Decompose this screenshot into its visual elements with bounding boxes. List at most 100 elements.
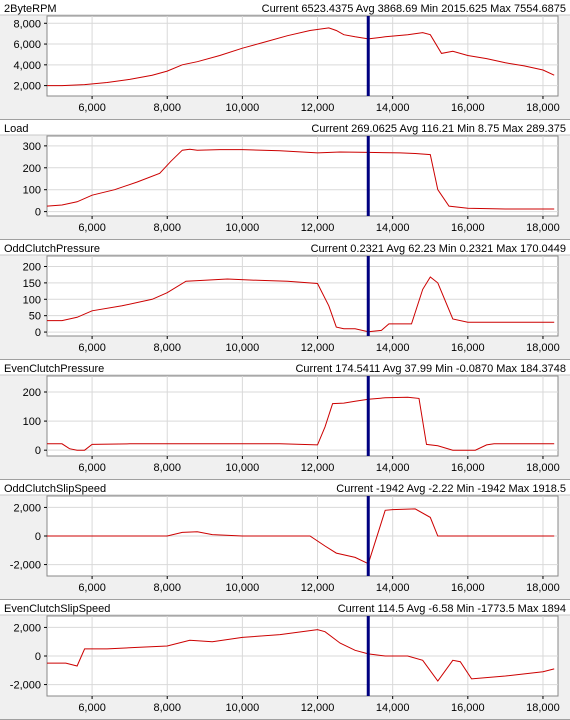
x-tick-label: 6,000 <box>78 582 106 594</box>
x-tick-label: 16,000 <box>451 582 485 594</box>
x-tick-label: 10,000 <box>226 702 260 714</box>
y-tick-label: 0 <box>35 531 41 543</box>
chart-stats: Current 174.5411 Avg 37.99 Min -0.0870 M… <box>295 363 566 375</box>
title-bar <box>0 120 570 135</box>
x-tick-label: 12,000 <box>301 582 335 594</box>
x-tick-label: 10,000 <box>226 462 260 474</box>
y-tick-label: 2,000 <box>13 81 41 93</box>
y-tick-label: 6,000 <box>13 39 41 51</box>
y-tick-label: 4,000 <box>13 60 41 72</box>
x-tick-label: 6,000 <box>78 702 106 714</box>
chart-panel[interactable]: EvenClutchSlipSpeed Current 114.5 Avg -6.… <box>0 600 570 720</box>
x-tick-label: 12,000 <box>301 102 335 114</box>
plot-area[interactable] <box>46 15 559 97</box>
y-tick-label: 100 <box>23 185 41 197</box>
y-tick-label: -2,000 <box>10 560 41 572</box>
x-tick-label: 10,000 <box>226 582 260 594</box>
x-tick-label: 16,000 <box>451 102 485 114</box>
y-tick-label: 0 <box>35 207 41 219</box>
x-tick-label: 10,000 <box>226 342 260 354</box>
x-tick-label: 18,000 <box>526 702 560 714</box>
y-tick-label: 0 <box>35 445 41 457</box>
x-tick-label: 6,000 <box>78 342 106 354</box>
x-tick-label: 18,000 <box>526 222 560 234</box>
x-tick-label: 18,000 <box>526 582 560 594</box>
chart-panel[interactable]: Load Current 269.0625 Avg 116.21 Min 8.75… <box>0 120 570 240</box>
x-tick-label: 16,000 <box>451 342 485 354</box>
x-tick-label: 8,000 <box>153 702 181 714</box>
x-tick-label: 18,000 <box>526 342 560 354</box>
x-tick-label: 8,000 <box>153 102 181 114</box>
x-tick-label: 16,000 <box>451 462 485 474</box>
y-tick-label: -2,000 <box>10 680 41 692</box>
y-tick-label: 50 <box>29 311 41 323</box>
x-tick-label: 8,000 <box>153 462 181 474</box>
y-tick-label: 100 <box>23 416 41 428</box>
x-tick-label: 12,000 <box>301 462 335 474</box>
chart-title: EvenClutchSlipSpeed <box>4 603 110 615</box>
y-tick-label: 0 <box>35 327 41 339</box>
chart-stats: Current -1942 Avg -2.22 Min -1942 Max 19… <box>336 483 566 495</box>
x-tick-label: 14,000 <box>376 102 410 114</box>
x-tick-label: 12,000 <box>301 702 335 714</box>
x-tick-label: 12,000 <box>301 222 335 234</box>
chart-svg: EvenClutchSlipSpeed Current 114.5 Avg -6.… <box>0 600 570 720</box>
chart-svg: OddClutchPressure Current 0.2321 Avg 62.2… <box>0 240 570 360</box>
series-line <box>47 629 555 682</box>
y-tick-label: 200 <box>23 163 41 175</box>
chart-title: 2ByteRPM <box>4 3 57 15</box>
chart-title: OddClutchPressure <box>4 243 100 255</box>
y-tick-label: 8,000 <box>13 18 41 30</box>
series-line <box>46 148 555 210</box>
x-tick-label: 8,000 <box>153 222 181 234</box>
y-tick-label: 200 <box>23 387 41 399</box>
title-bar <box>0 0 570 15</box>
y-tick-label: 100 <box>23 294 41 306</box>
y-tick-label: 2,000 <box>13 502 41 514</box>
title-bar <box>0 600 570 615</box>
chart-title: EvenClutchPressure <box>4 363 104 375</box>
x-tick-label: 18,000 <box>526 102 560 114</box>
plot-area[interactable] <box>46 255 559 337</box>
x-tick-label: 10,000 <box>226 102 260 114</box>
x-tick-label: 6,000 <box>78 102 106 114</box>
x-tick-label: 8,000 <box>153 582 181 594</box>
series-line <box>47 508 555 565</box>
chart-stats: Current 114.5 Avg -6.58 Min -1773.5 Max … <box>338 603 566 615</box>
x-tick-label: 18,000 <box>526 462 560 474</box>
x-tick-label: 10,000 <box>226 222 260 234</box>
title-bar <box>0 240 570 255</box>
plot-area[interactable] <box>46 375 559 457</box>
chart-panel[interactable]: OddClutchPressure Current 0.2321 Avg 62.2… <box>0 240 570 360</box>
y-tick-label: 0 <box>35 651 41 663</box>
chart-stats: Current 6523.4375 Avg 3868.69 Min 2015.6… <box>262 3 566 15</box>
chart-stats: Current 269.0625 Avg 116.21 Min 8.75 Max… <box>311 123 566 135</box>
x-tick-label: 16,000 <box>451 702 485 714</box>
chart-svg: OddClutchSlipSpeed Current -1942 Avg -2.2… <box>0 480 570 600</box>
series-line <box>47 276 555 333</box>
chart-svg: EvenClutchPressure Current 174.5411 Avg 3… <box>0 360 570 480</box>
plot-area[interactable] <box>46 135 559 217</box>
chart-svg: Load Current 269.0625 Avg 116.21 Min 8.75… <box>0 120 570 240</box>
y-tick-label: 2,000 <box>13 622 41 634</box>
series-line <box>47 396 555 451</box>
y-tick-label: 200 <box>23 261 41 273</box>
x-tick-label: 12,000 <box>301 342 335 354</box>
x-tick-label: 14,000 <box>376 462 410 474</box>
x-tick-label: 6,000 <box>78 222 106 234</box>
y-tick-label: 300 <box>23 141 41 153</box>
chart-panel[interactable]: EvenClutchPressure Current 174.5411 Avg 3… <box>0 360 570 480</box>
x-tick-label: 14,000 <box>376 342 410 354</box>
chart-panel[interactable]: OddClutchSlipSpeed Current -1942 Avg -2.2… <box>0 480 570 600</box>
y-tick-label: 150 <box>23 278 41 290</box>
title-bar <box>0 480 570 495</box>
x-tick-label: 8,000 <box>153 342 181 354</box>
x-tick-label: 16,000 <box>451 222 485 234</box>
x-tick-label: 14,000 <box>376 222 410 234</box>
chart-panel[interactable]: 2ByteRPM Current 6523.4375 Avg 3868.69 Mi… <box>0 0 570 120</box>
chart-svg: 2ByteRPM Current 6523.4375 Avg 3868.69 Mi… <box>0 0 570 120</box>
chart-stats: Current 0.2321 Avg 62.23 Min 0.2321 Max … <box>311 243 566 255</box>
title-bar <box>0 360 570 375</box>
x-tick-label: 14,000 <box>376 582 410 594</box>
